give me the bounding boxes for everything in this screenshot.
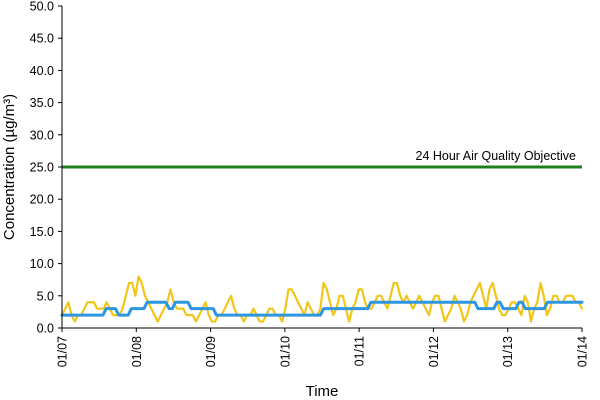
- x-tick-label: 01/10: [278, 336, 292, 367]
- x-tick-label: 01/13: [501, 336, 515, 367]
- x-axis-title: Time: [306, 383, 339, 400]
- x-tick-label: 01/14: [576, 336, 590, 367]
- reference-group: 24 Hour Air Quality Objective: [62, 149, 582, 169]
- y-tick-label: 45.0: [30, 32, 54, 46]
- y-tick-label: 30.0: [30, 128, 54, 142]
- x-tick-label: 01/07: [56, 336, 70, 367]
- x-tick-label: 01/09: [204, 336, 218, 367]
- axes-group: [58, 5, 583, 332]
- y-tick-label: 40.0: [30, 64, 54, 78]
- y-tick-label: 10.0: [30, 257, 54, 271]
- y-tick-label: 5.0: [37, 289, 54, 303]
- y-tick-label: 35.0: [30, 96, 54, 110]
- y-axis-title: Concentration (µg/m³): [1, 94, 18, 240]
- x-tick-label: 01/11: [353, 336, 367, 366]
- reference-label: 24 Hour Air Quality Objective: [416, 149, 577, 163]
- y-tick-label: 25.0: [30, 161, 54, 175]
- y-tick-label: 50.0: [30, 0, 54, 14]
- x-tick-label: 01/08: [130, 336, 144, 367]
- y-tick-label: 15.0: [30, 225, 54, 239]
- y-tick-label: 20.0: [30, 193, 54, 207]
- series-line-2: [60, 300, 584, 317]
- x-tick-label: 01/12: [427, 336, 441, 367]
- y-tick-label: 0.0: [37, 322, 54, 336]
- series-group: [60, 275, 584, 323]
